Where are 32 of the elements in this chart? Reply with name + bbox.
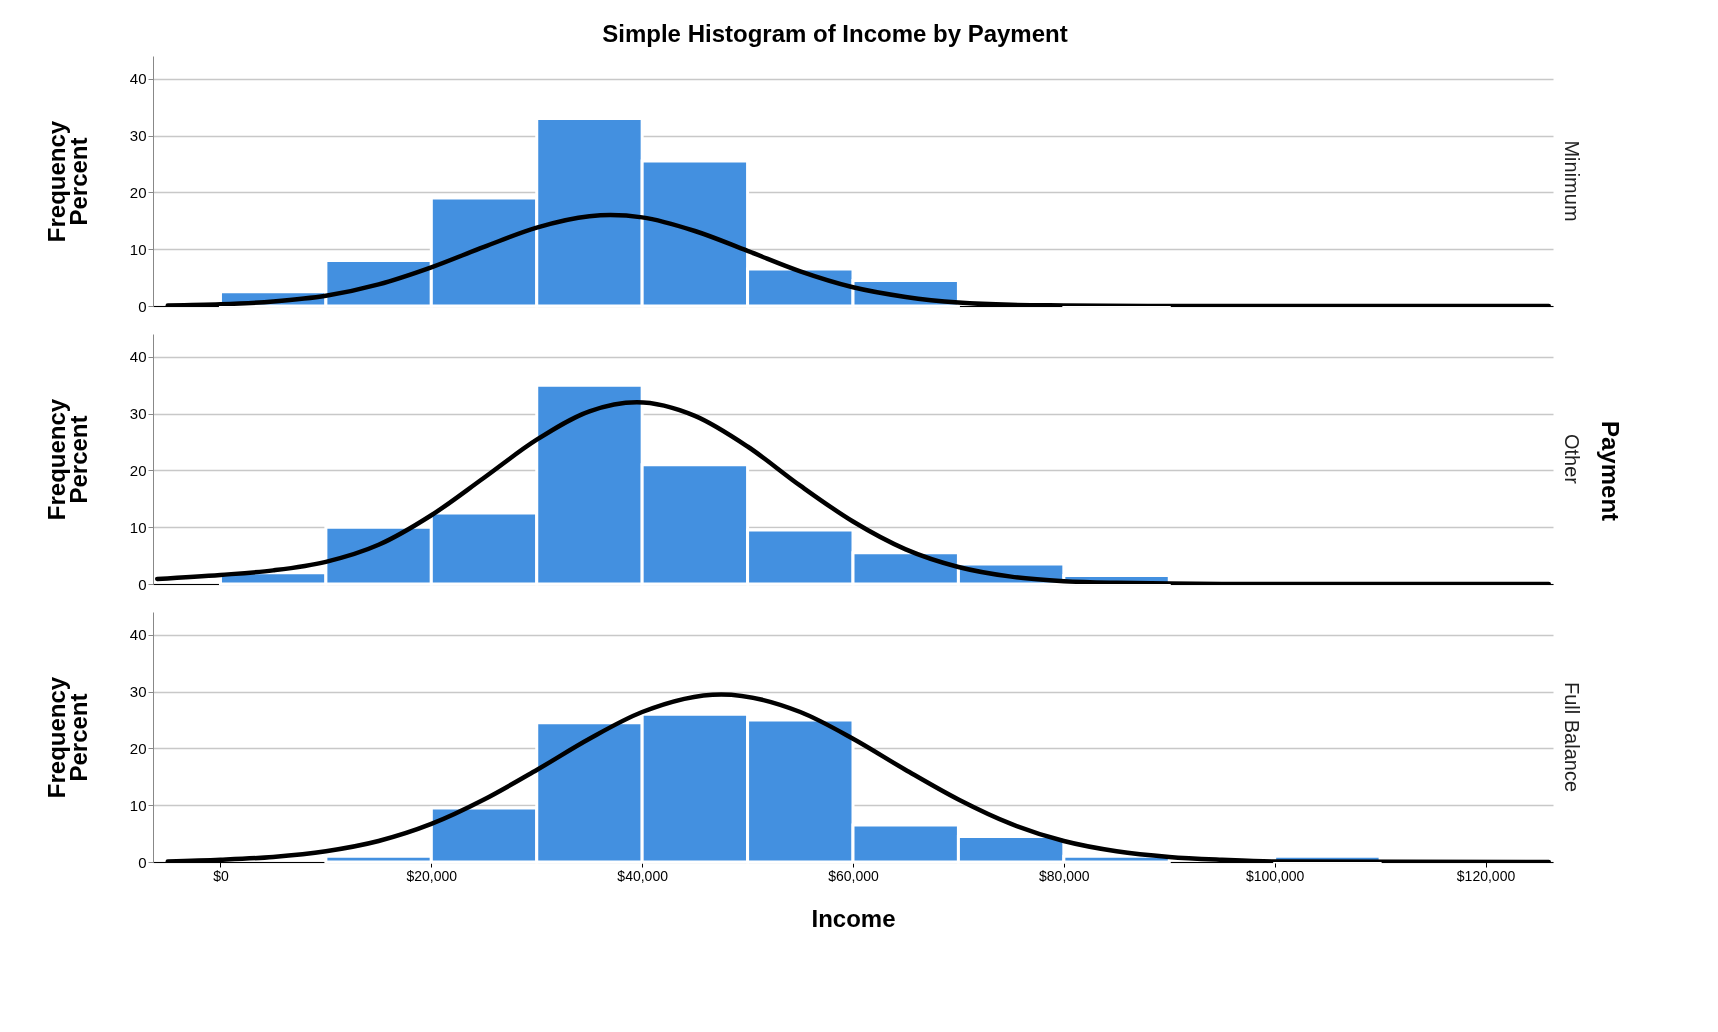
y-tick-label: 30 (129, 683, 147, 701)
y-tick-label: 40 (129, 348, 147, 366)
x-axis-title: Income (811, 904, 896, 932)
y-axis-title: Frequency Percent (42, 120, 92, 243)
y-axis-title: Frequency Percent (42, 398, 92, 521)
y2-axis-title: Minimum (1561, 140, 1583, 222)
y-tick-label: 30 (129, 127, 147, 145)
x-tick-label: $60,000 (828, 867, 880, 884)
y-tick-label: 10 (129, 240, 147, 258)
y-tick-label: 20 (129, 739, 147, 757)
y-tick-label: 10 (129, 518, 147, 536)
y-tick-label: 40 (129, 626, 147, 644)
y2-axis-title: Other (1561, 433, 1583, 485)
line-series (154, 399, 1552, 584)
x-tick-label: $120,000 (1456, 867, 1516, 884)
text: Payment (1596, 420, 1624, 522)
y-tick-label: 30 (129, 405, 147, 423)
y-tick-label: 20 (129, 461, 147, 479)
chart-title: Simple Histogram of Income by Payment (601, 20, 1069, 48)
x-tick-label: $100,000 (1245, 867, 1305, 884)
y-tick-label: 10 (129, 796, 147, 814)
x-tick-label: $20,000 (406, 867, 458, 884)
y-tick-label: 0 (138, 853, 147, 871)
y-tick-label: 0 (138, 297, 147, 315)
y-axis-title: Frequency Percent (42, 676, 92, 799)
x-tick-label: $0 (213, 867, 229, 884)
x-tick-label: $40,000 (617, 867, 669, 884)
x-tick-label: $80,000 (1039, 867, 1090, 884)
y-tick-label: 0 (138, 575, 147, 593)
y-tick-label: 40 (129, 70, 147, 88)
y-tick-label: 20 (129, 183, 147, 201)
y2-axis-title: Full Balance (1561, 681, 1583, 793)
